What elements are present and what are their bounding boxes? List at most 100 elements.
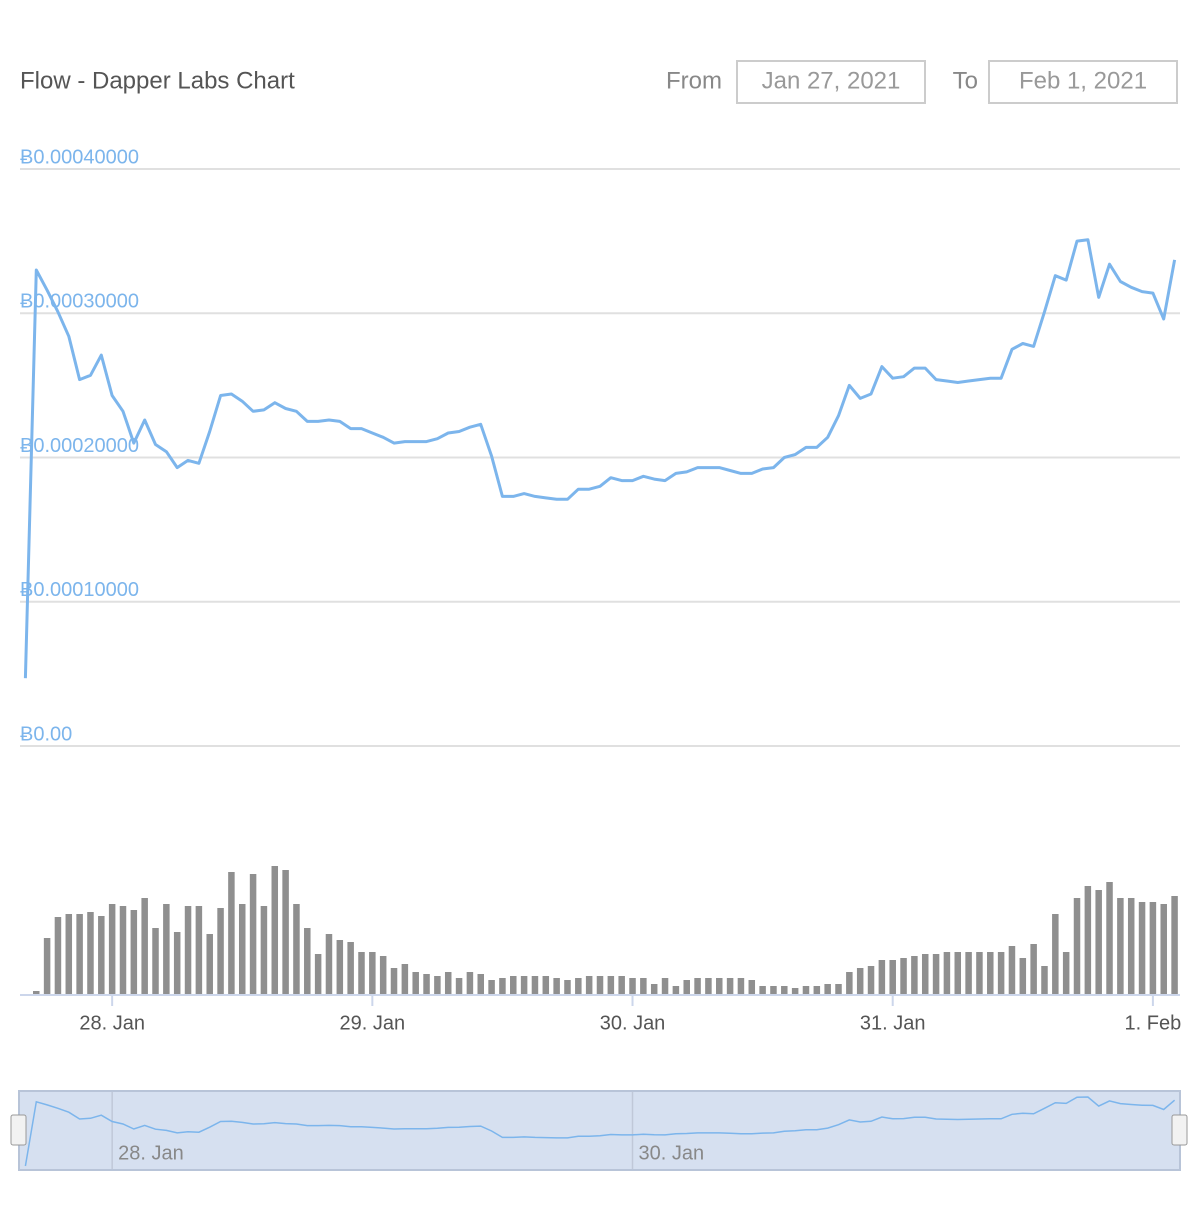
- volume-bar: [54, 917, 62, 994]
- volume-bar: [249, 874, 257, 994]
- volume-bar: [640, 978, 647, 994]
- volume-bar: [661, 978, 669, 994]
- volume-bar: [618, 976, 625, 994]
- volume-bar: [596, 976, 604, 994]
- volume-bar: [119, 906, 127, 994]
- volume-bar: [629, 978, 636, 994]
- volume-bar: [510, 976, 517, 994]
- volume-bar: [802, 986, 810, 994]
- volume-bar: [1160, 904, 1167, 994]
- volume-bar: [759, 986, 766, 994]
- volume-bar: [304, 928, 311, 994]
- volume-bar: [921, 954, 929, 994]
- volume-bar: [705, 978, 712, 994]
- volume-bar: [238, 904, 246, 994]
- from-input[interactable]: [736, 60, 926, 104]
- volume-bar: [585, 976, 593, 994]
- volume-bar: [228, 872, 235, 994]
- navigator-window[interactable]: [18, 1090, 1181, 1171]
- volume-bar: [835, 984, 842, 994]
- to-input[interactable]: [988, 60, 1178, 104]
- volume-bar: [878, 960, 886, 994]
- volume-bar: [358, 952, 365, 994]
- navigator-handle-right[interactable]: [1171, 1114, 1188, 1146]
- volume-bar: [130, 910, 138, 994]
- volume-bar: [260, 906, 268, 994]
- y-tick-label: Ƀ0.00020000: [20, 435, 139, 457]
- volume-bar: [791, 988, 799, 994]
- from-date[interactable]: Jan 27, 2021: [762, 67, 901, 94]
- volume-bar: [1084, 886, 1092, 994]
- volume-bar: [314, 954, 322, 994]
- to-date[interactable]: Feb 1, 2021: [1019, 67, 1147, 94]
- volume-bar: [531, 976, 539, 994]
- volume-bar: [748, 980, 756, 994]
- chart-title: Flow - Dapper Labs Chart: [20, 67, 295, 94]
- volume-bar: [271, 866, 279, 994]
- volume-bar: [726, 978, 734, 994]
- volume-bar: [1095, 890, 1102, 994]
- volume-bar: [43, 938, 51, 994]
- volume-bar: [33, 991, 40, 994]
- y-tick-label: Ƀ0.00040000: [20, 146, 139, 168]
- x-tick-label: 30. Jan: [600, 1012, 666, 1034]
- volume-bar: [488, 980, 495, 994]
- volume-bar: [672, 986, 680, 994]
- volume-bar: [1052, 914, 1059, 994]
- volume-bar: [813, 986, 821, 994]
- navigator-tick-label: 30. Jan: [639, 1142, 705, 1164]
- volume-bar: [173, 932, 181, 994]
- y-tick-label: Ƀ0.00010000: [20, 579, 139, 601]
- volume-bar: [867, 966, 875, 994]
- y-tick-label: Ƀ0.00: [20, 723, 72, 745]
- volume-bar: [965, 952, 972, 994]
- volume-bar: [911, 956, 918, 994]
- x-tick-label: 29. Jan: [340, 1012, 406, 1034]
- volume-bar: [434, 976, 441, 994]
- volume-bar: [976, 952, 983, 994]
- volume-bar: [444, 972, 452, 994]
- volume-bar: [141, 898, 148, 994]
- volume-bar: [499, 978, 506, 994]
- volume-bar: [987, 952, 994, 994]
- volume-bar: [1062, 952, 1070, 994]
- volume-bar: [1008, 946, 1016, 994]
- x-tick-label: 1. Feb: [1125, 1012, 1182, 1034]
- volume-bar: [325, 934, 333, 994]
- volume-bar: [737, 978, 745, 994]
- x-tick-label: 31. Jan: [860, 1012, 926, 1034]
- volume-bar: [900, 958, 907, 994]
- volume-bar: [293, 904, 300, 994]
- volume-bar: [781, 986, 788, 994]
- volume-bar: [1149, 902, 1157, 994]
- volume-bar: [1127, 898, 1135, 994]
- navigator-tick-label: 28. Jan: [118, 1142, 184, 1164]
- volume-bar: [184, 906, 192, 994]
- volume-bar: [553, 978, 560, 994]
- volume-bar: [466, 972, 474, 994]
- volume-bar: [379, 956, 387, 994]
- volume-bar: [650, 984, 658, 994]
- navigator-handle-left[interactable]: [10, 1114, 27, 1146]
- volume-bar: [1041, 966, 1048, 994]
- x-tick-label: 28. Jan: [79, 1012, 145, 1034]
- volume-bar: [889, 960, 896, 994]
- from-label: From: [666, 67, 722, 94]
- volume-bar: [1117, 898, 1124, 994]
- volume-bar: [564, 980, 571, 994]
- volume-bar: [163, 904, 170, 994]
- volume-bar: [108, 904, 116, 994]
- volume-bar: [390, 968, 398, 994]
- volume-bar: [856, 968, 864, 994]
- volume-bar: [770, 986, 777, 994]
- navigator-line: [24, 1096, 1176, 1167]
- volume-bar: [76, 914, 83, 994]
- volume-bar: [401, 964, 409, 994]
- volume-bar: [65, 914, 73, 994]
- volume-bar: [336, 940, 344, 994]
- volume-bar: [152, 928, 159, 994]
- volume-bar: [1019, 958, 1027, 994]
- volume-bar: [1106, 882, 1113, 994]
- volume-bar: [846, 972, 853, 994]
